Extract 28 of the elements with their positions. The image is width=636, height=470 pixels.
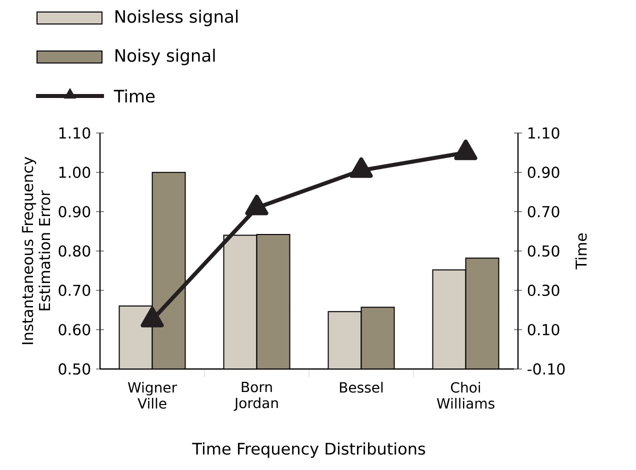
y2-tick-label: 1.10 [528,127,560,139]
legend-label: Noisy signal [116,48,215,66]
x-axis-title: Time Frequency Distributions [192,442,426,458]
x-tick-label: Choi Williams [436,382,494,409]
y-tick-label: 0.80 [58,245,90,257]
y-tick-label: 0.90 [58,206,90,218]
x-tick-label: Born Jordan [234,382,278,411]
y-axis-title: Instantaneous Frequency Estimation Error [22,156,50,344]
x-tick-label: Bessel [340,382,383,393]
point [245,194,268,216]
y2-tick-label: 0.90 [528,166,560,178]
point [140,306,164,328]
point [454,140,478,160]
y2-tick-label: 0.50 [528,245,560,257]
y2-tick-label: 0.10 [528,324,560,336]
y2-tick-label: 0.30 [528,284,560,296]
y2-tick-label: 0.70 [528,206,560,218]
y-tick-label: 0.50 [58,363,90,375]
y-tick-label: 1.00 [59,166,90,178]
y-tick-label: 0.60 [58,324,90,336]
legend-label: Time [114,89,155,103]
legend-label: Noisless signal [116,10,238,26]
y2-tick-label: -0.10 [528,363,565,375]
y-tick-label: 0.70 [58,284,90,296]
y-tick-label: 1.10 [59,127,90,139]
y2-axis-title: Time [575,233,587,270]
point [350,157,373,178]
x-tick-label: Wigner Ville [128,382,178,409]
